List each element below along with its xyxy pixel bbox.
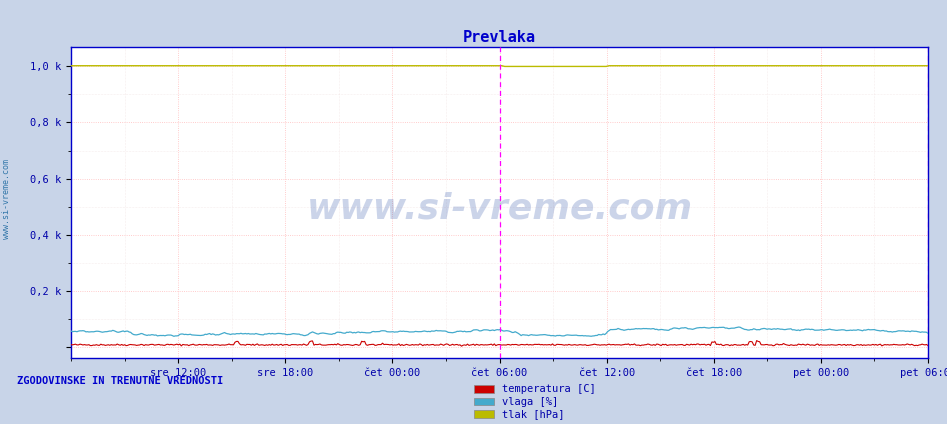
Text: www.si-vreme.com: www.si-vreme.com — [307, 192, 692, 226]
Text: ZGODOVINSKE IN TRENUTNE VREDNOSTI: ZGODOVINSKE IN TRENUTNE VREDNOSTI — [17, 376, 223, 386]
Text: vlaga [%]: vlaga [%] — [502, 396, 558, 407]
Text: www.si-vreme.com: www.si-vreme.com — [2, 159, 11, 239]
Title: Prevlaka: Prevlaka — [463, 31, 536, 45]
Text: temperatura [C]: temperatura [C] — [502, 384, 596, 394]
Text: tlak [hPa]: tlak [hPa] — [502, 409, 564, 419]
